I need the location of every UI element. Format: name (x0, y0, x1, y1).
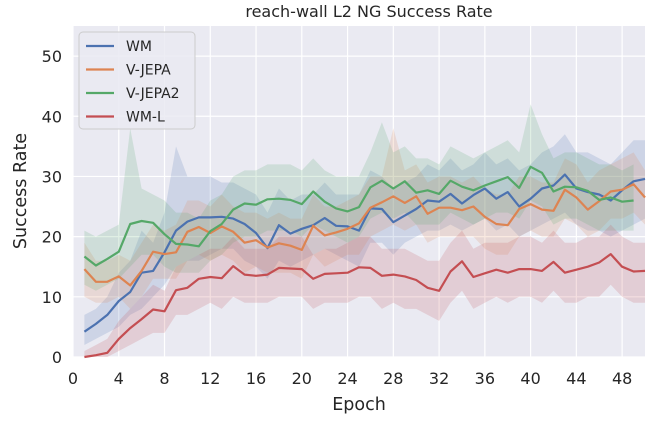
x-tick-label: 4 (114, 369, 124, 388)
y-tick-label: 20 (42, 228, 62, 247)
x-tick-label: 24 (337, 369, 357, 388)
x-axis-label: Epoch (332, 395, 386, 415)
y-axis-label: Success Rate (11, 133, 31, 249)
band-wm (84, 134, 645, 345)
x-tick-label: 44 (566, 369, 586, 388)
x-tick-label: 12 (200, 369, 220, 388)
legend: WM V-JEPA V-JEPA2 WM-L (78, 31, 196, 130)
x-tick-label: 40 (520, 369, 540, 388)
line-wm (83, 173, 646, 333)
y-tick-label: 10 (42, 288, 62, 307)
x-tick-label: 0 (68, 369, 78, 388)
line-v-jepa (83, 183, 646, 287)
line-v-jepa2 (83, 165, 634, 267)
x-tick-label: 48 (612, 369, 632, 388)
y-tick-label: 40 (42, 107, 62, 126)
x-tick-label: 32 (429, 369, 449, 388)
x-tick-label: 8 (159, 369, 169, 388)
line-wm-l (84, 253, 646, 359)
series-lines (83, 165, 646, 359)
legend-label-wm-l: WM-L (126, 110, 165, 126)
band-v-jepa2 (84, 104, 634, 291)
legend-label-wm: WM (126, 39, 152, 55)
y-tick-label: 50 (42, 47, 62, 66)
y-tick-label: 30 (42, 167, 62, 186)
band-wm-l (84, 224, 645, 357)
x-tick-label: 36 (475, 369, 495, 388)
legend-label-v-jepa2: V-JEPA2 (126, 86, 180, 102)
legend-label-v-jepa: V-JEPA (126, 63, 171, 79)
legend-box (78, 31, 196, 130)
x-tick-labels: 0 4 8 12 16 20 24 28 32 36 40 44 48 (68, 369, 632, 388)
y-tick-label: 0 (52, 348, 62, 367)
x-tick-label: 28 (383, 369, 403, 388)
y-tick-labels: 0 10 20 30 40 50 (42, 47, 62, 367)
chart-title: reach-wall L2 NG Success Rate (245, 2, 492, 21)
x-tick-label: 20 (292, 369, 312, 388)
x-tick-label: 16 (246, 369, 266, 388)
